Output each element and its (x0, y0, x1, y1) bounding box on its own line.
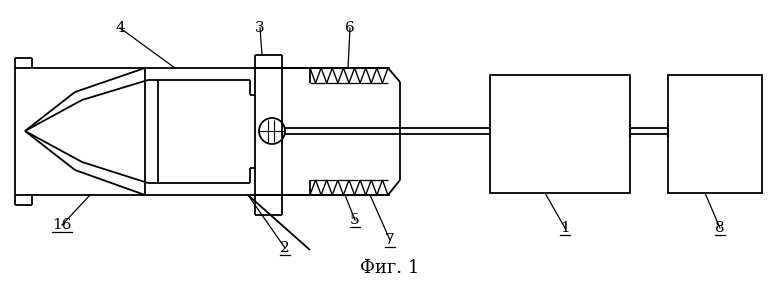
Text: 5: 5 (350, 213, 360, 227)
Text: 8: 8 (715, 221, 725, 235)
Text: 7: 7 (385, 233, 395, 247)
Text: 6: 6 (345, 21, 355, 35)
Text: 2: 2 (280, 241, 290, 255)
Circle shape (259, 118, 285, 144)
Text: 4: 4 (115, 21, 125, 35)
Text: 3: 3 (255, 21, 265, 35)
Text: 16: 16 (52, 218, 72, 232)
Text: 1: 1 (560, 221, 570, 235)
Text: Фиг. 1: Фиг. 1 (360, 259, 420, 277)
Bar (668, 75, 762, 193)
Bar (490, 75, 630, 193)
